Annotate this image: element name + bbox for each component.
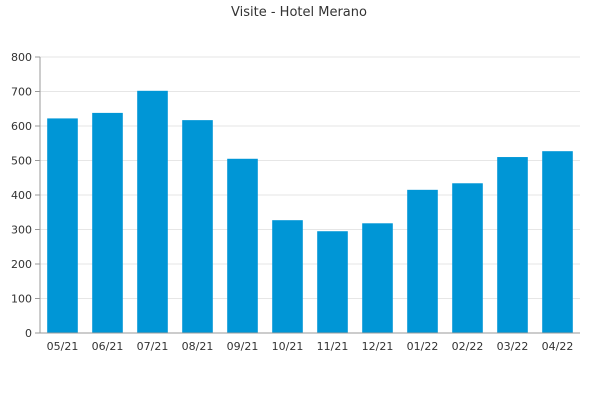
x-tick-label: 12/21 — [362, 340, 394, 353]
y-tick-label: 600 — [11, 120, 32, 133]
x-tick-label: 07/21 — [137, 340, 169, 353]
y-tick-label: 200 — [11, 258, 32, 271]
y-tick-label: 400 — [11, 189, 32, 202]
x-tick-label: 03/22 — [497, 340, 529, 353]
y-tick-label: 300 — [11, 224, 32, 237]
bars — [47, 90, 573, 333]
bar-02-22[interactable] — [452, 183, 483, 333]
bar-10-21[interactable] — [272, 220, 303, 333]
bar-04-22[interactable] — [542, 151, 573, 333]
chart-title: Visite - Hotel Merano — [231, 5, 367, 20]
y-tick-label: 500 — [11, 155, 32, 168]
bar-03-22[interactable] — [497, 157, 528, 333]
bar-07-21[interactable] — [137, 90, 168, 333]
gridlines — [40, 56, 580, 299]
x-tick-label: 06/21 — [92, 340, 124, 353]
bar-12-21[interactable] — [362, 223, 393, 333]
x-tick-label: 01/22 — [407, 340, 439, 353]
bar-05-21[interactable] — [47, 118, 78, 333]
x-axis-ticks: 05/21 06/21 07/21 08/21 09/21 10/21 11/21 12/21… — [47, 340, 574, 353]
y-axis-ticks: 0 100 200 300 400 500 600 700 800 — [11, 51, 40, 340]
bar-01-22[interactable] — [407, 189, 438, 333]
x-tick-label: 10/21 — [272, 340, 304, 353]
y-tick-label: 0 — [25, 327, 32, 340]
x-tick-label: 08/21 — [182, 340, 214, 353]
bar-11-21[interactable] — [317, 231, 348, 333]
y-tick-label: 700 — [11, 86, 32, 99]
y-tick-label: 100 — [11, 293, 32, 306]
x-tick-label: 04/22 — [542, 340, 574, 353]
bar-09-21[interactable] — [227, 158, 258, 333]
x-tick-label: 05/21 — [47, 340, 79, 353]
y-tick-label: 800 — [11, 51, 32, 64]
bar-08-21[interactable] — [182, 120, 213, 333]
bar-06-21[interactable] — [92, 112, 123, 333]
x-tick-label: 09/21 — [227, 340, 259, 353]
x-tick-label: 11/21 — [317, 340, 349, 353]
x-tick-label: 02/22 — [452, 340, 484, 353]
